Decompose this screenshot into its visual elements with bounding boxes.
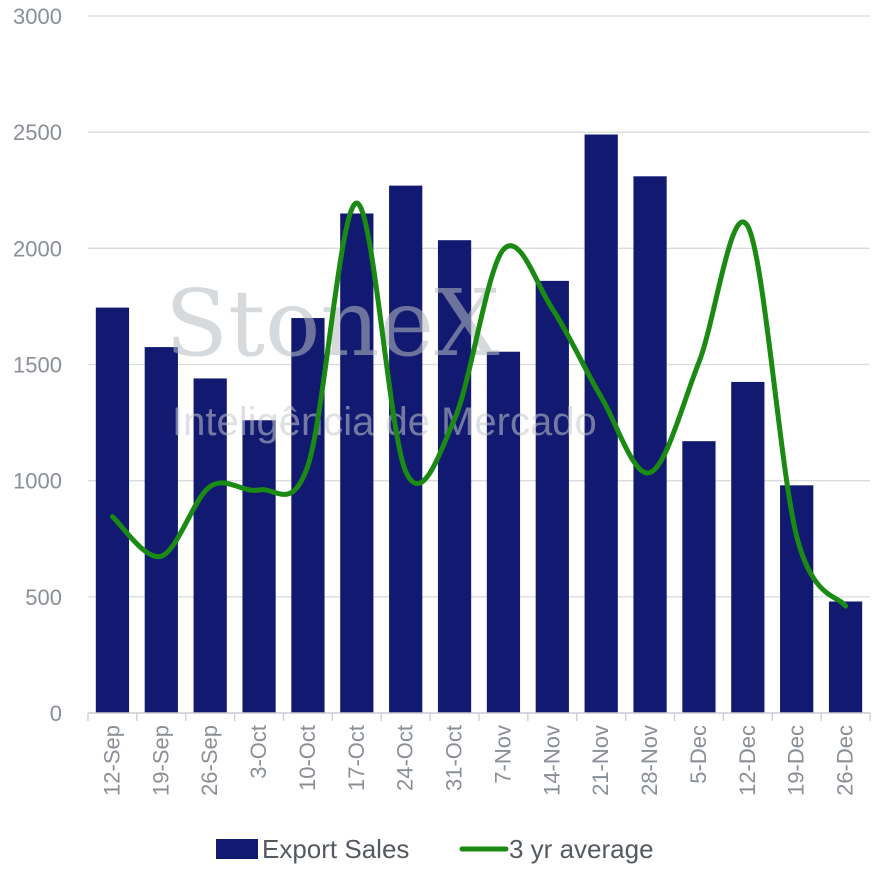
x-tick-label: 31-Oct — [442, 725, 467, 791]
watermark: StoneX Inteligência de Mercado — [165, 270, 597, 444]
bar-12-dec — [731, 381, 765, 713]
bar-19-dec — [780, 485, 814, 713]
bar-24-oct — [389, 185, 423, 713]
legend-swatch-export-sales — [216, 839, 258, 859]
x-tick-label: 19-Dec — [784, 725, 809, 796]
export-sales-bars — [95, 134, 863, 714]
bar-5-dec — [682, 441, 716, 713]
x-tick-label: 17-Oct — [344, 725, 369, 791]
watermark-tagline: Inteligência de Mercado — [172, 400, 597, 444]
legend-label-3yr-average: 3 yr average — [509, 834, 654, 864]
x-tick-label: 24-Oct — [393, 725, 418, 791]
x-tick-label: 3-Oct — [246, 725, 271, 779]
y-tick-label: 500 — [25, 585, 62, 610]
x-tick-label: 12-Dec — [735, 725, 760, 796]
bar-19-sep — [144, 347, 178, 713]
legend: Export Sales 3 yr average — [216, 834, 654, 864]
x-tick-label: 26-Sep — [197, 725, 222, 796]
y-tick-label: 3000 — [13, 4, 62, 29]
bar-26-sep — [193, 378, 227, 713]
bar-7-nov — [486, 351, 521, 713]
bar-17-oct — [340, 213, 374, 713]
y-tick-label: 1500 — [13, 353, 62, 378]
bar-26-dec — [828, 601, 863, 713]
x-tick-label: 10-Oct — [295, 725, 320, 791]
bar-28-nov — [633, 176, 667, 713]
three-yr-average-line — [109, 200, 849, 609]
legend-label-export-sales: Export Sales — [262, 834, 409, 864]
x-tick-label: 19-Sep — [148, 725, 173, 796]
x-axis-ticks: 12-Sep 19-Sep 26-Sep 3-Oct 10-Oct 17-Oct 24-Oc… — [87, 713, 871, 796]
x-tick-label: 5-Dec — [686, 725, 711, 784]
y-tick-label: 0 — [50, 701, 62, 726]
three-yr-average-path — [109, 200, 849, 609]
x-tick-label: 14-Nov — [539, 725, 564, 796]
bar-10-oct — [291, 318, 325, 713]
x-tick-label: 26-Dec — [833, 725, 858, 796]
x-tick-label: 7-Nov — [490, 725, 515, 784]
x-tick-label: 21-Nov — [588, 725, 613, 796]
y-tick-label: 1000 — [13, 469, 62, 494]
bar-31-oct — [437, 240, 472, 713]
y-tick-label: 2000 — [13, 236, 62, 261]
x-tick-label: 28-Nov — [637, 725, 662, 796]
x-tick-label: 12-Sep — [99, 725, 124, 796]
y-tick-label: 2500 — [13, 120, 62, 145]
bar-12-sep — [95, 307, 130, 713]
bar-14-nov — [535, 280, 569, 713]
y-axis-ticks: 0 500 1000 1500 2000 2500 3000 — [13, 4, 62, 726]
bar-3-oct — [242, 420, 276, 713]
